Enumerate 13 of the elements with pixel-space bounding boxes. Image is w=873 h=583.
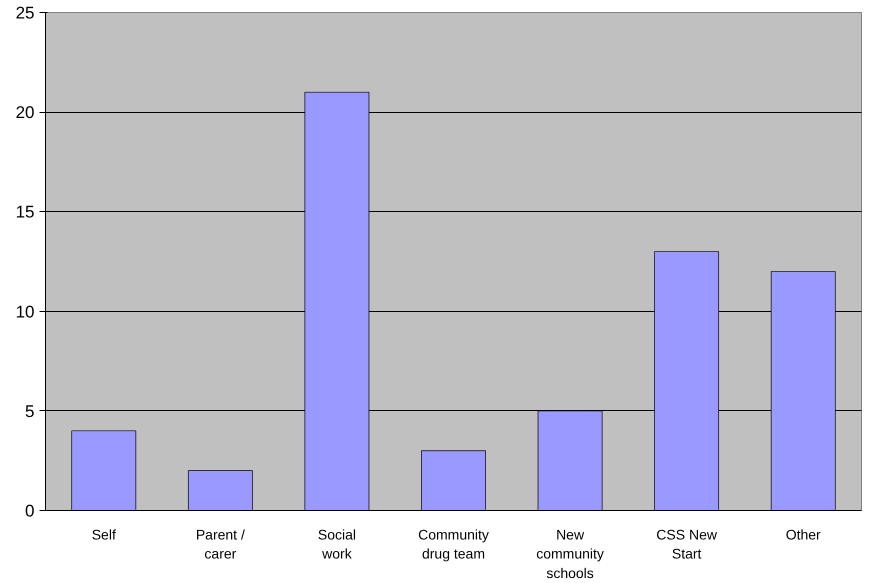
y-tick-label: 25 — [16, 4, 35, 22]
x-tick-label: Self — [92, 526, 116, 542]
y-tick-label: 5 — [25, 402, 35, 421]
x-tick-label: Other — [786, 526, 822, 542]
x-tick-label: Parent / carer — [196, 526, 245, 562]
x-tick-label: CSS New Start — [656, 526, 718, 562]
y-tick-label: 10 — [16, 302, 35, 322]
y-tick-label: 0 — [25, 502, 35, 520]
x-tick-label: Social work — [318, 526, 356, 562]
y-tick-label: 15 — [16, 202, 35, 222]
y-tick-label: 20 — [16, 103, 35, 122]
x-tick-label: New community schools — [536, 526, 604, 581]
x-tick-label: Community drug team — [418, 526, 489, 562]
